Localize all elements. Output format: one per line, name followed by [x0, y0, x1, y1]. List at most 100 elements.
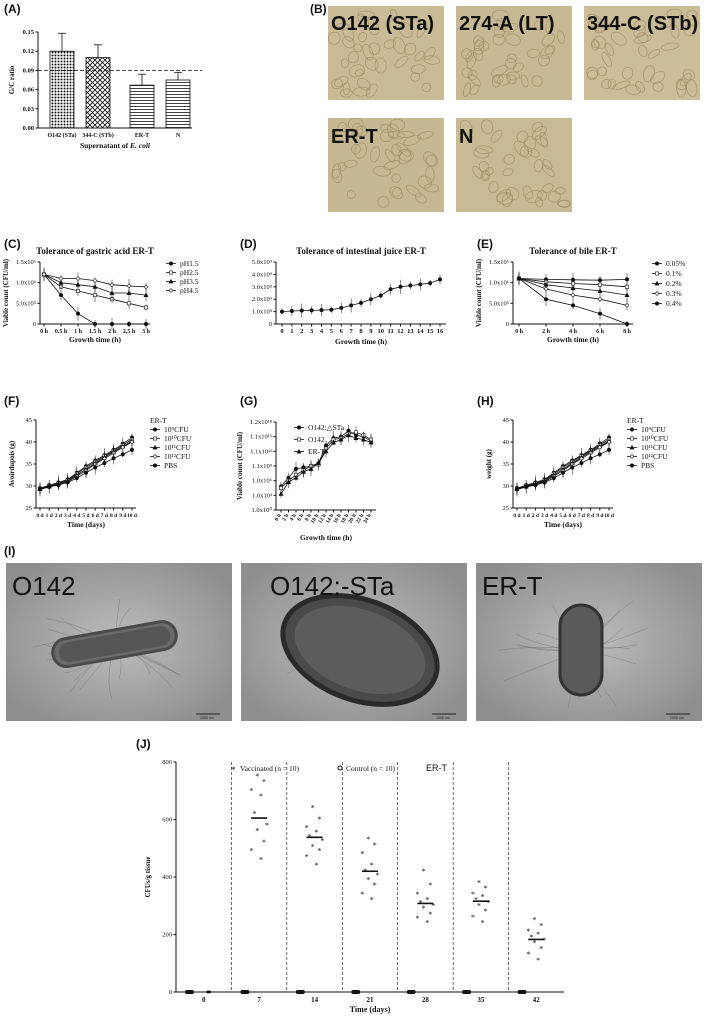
micrograph-cell: [625, 84, 641, 95]
data-point: [120, 444, 126, 450]
data-point: [571, 281, 575, 286]
micrograph-cell: [463, 82, 471, 98]
micrograph-cell: [347, 51, 359, 64]
legend-label: 10¹⁰CFU: [641, 434, 669, 443]
micrograph-cell: [332, 163, 341, 179]
micrograph-cell: [346, 190, 356, 199]
micrograph-cell: [683, 24, 697, 37]
data-point: [598, 282, 602, 287]
micrograph-cell: [340, 58, 349, 69]
micrograph-cell: [405, 184, 422, 198]
micrograph-cell: [410, 64, 426, 75]
micrograph-cell: [403, 134, 421, 146]
vaccinated-point: *: [529, 933, 533, 942]
x-axis-label: Growth time (h): [300, 533, 352, 542]
legend-label: 0.2%: [666, 279, 682, 288]
micrograph-cell: [513, 140, 529, 157]
charts-layer: 0.00 0.03 0.06 0.09 0.12 0.15 G/C ratio O142 (S…: [2, 29, 685, 1014]
vaccinated-point: *: [314, 861, 318, 870]
legend-title: ER-T: [627, 416, 644, 425]
micrograph-panel-b: O142 (STa) 274-A (LT) 344-C (STb) ER-T N: [328, 6, 700, 212]
data-point: [408, 283, 413, 288]
legend-label: 0.1%: [666, 269, 682, 278]
x-tick-label: 16: [437, 328, 444, 335]
legend-label: 0.05%: [666, 259, 685, 268]
vaccinated-point: *: [314, 828, 318, 837]
y-tick-label: 800: [162, 759, 172, 766]
micrograph-cell: [387, 123, 400, 139]
vaccinated-point: *: [259, 855, 263, 864]
x-axis-label: Growth time (h): [335, 337, 387, 346]
micrograph-cell: [404, 42, 417, 56]
chart-d: 0 1.0x10⁹ 2.0x10⁹ 3.0x10⁹ 4.0x10⁹ 5.0x10⁹ Grow…: [252, 246, 446, 346]
y-tick-label: 1.0x10⁶: [16, 280, 36, 287]
y-tick-label: 40: [26, 439, 33, 446]
micrograph-label-344c: 344-C (STb): [587, 13, 698, 35]
data-point: [597, 288, 603, 293]
micrograph-cell: [352, 122, 363, 138]
vaccinated-point: *: [536, 956, 540, 965]
micrograph-cell: [385, 149, 396, 163]
vaccinated-point: *: [532, 939, 536, 948]
panel-label-j: (J): [136, 737, 151, 751]
micrograph-cell: [594, 23, 611, 34]
micrograph-cell: [547, 190, 561, 203]
vaccinated-point: *: [431, 901, 435, 910]
micrograph-cell: [544, 45, 556, 55]
vaccinated-point: *: [425, 919, 429, 928]
vaccinated-point: *: [542, 936, 546, 945]
micrograph-cell: [488, 181, 499, 194]
y-tick-label: 1.0x10⁰: [252, 506, 273, 514]
micrograph-cell: [497, 74, 511, 86]
chart-title: Tolerance of bile ER-T: [529, 246, 616, 256]
vaccinated-point: *: [305, 824, 309, 833]
data-point: [514, 487, 519, 492]
micrograph-cell: [466, 52, 477, 70]
y-tick-label: 0.00: [23, 125, 34, 132]
data-point: [92, 278, 98, 284]
bar: [129, 84, 155, 129]
legend-marker: [153, 427, 158, 432]
micrograph-cell: [523, 135, 536, 152]
micrograph-cell: [586, 66, 599, 79]
data-point: [624, 321, 629, 326]
vaccinated-point: *: [416, 890, 420, 899]
micrograph-cell: [459, 119, 473, 138]
data-point: [58, 293, 63, 298]
micrograph-cell: [389, 186, 403, 200]
micrograph-cell: [424, 46, 436, 60]
x-tick-label: 11: [388, 328, 394, 335]
vaccinated-point: [206, 990, 209, 994]
data-point: [388, 287, 393, 292]
vaccinated-point: *: [474, 896, 478, 905]
legend-label: O142:△STa: [308, 423, 345, 432]
micrograph-cell: [512, 62, 524, 73]
y-tick-label: 5.0x10⁵: [16, 300, 36, 307]
data-point: [93, 293, 97, 297]
data-point: [93, 465, 98, 470]
x-tick-label: 13: [407, 328, 414, 335]
micrograph-cell: [491, 65, 508, 77]
data-point: [542, 480, 547, 485]
micrograph-cell: [353, 43, 363, 53]
data-point: [358, 300, 363, 305]
chart-title: Tolerance of intestinal juice ER-T: [296, 246, 426, 256]
y-tick-label: 0: [33, 321, 36, 328]
chart-j: 0 200 400 600 800 CFUs/g tissue Time (days) 0 7 *…: [144, 759, 564, 1014]
em-scale-text-o142: 2000 nm: [200, 716, 214, 720]
em-scale-text-o142-sta: 1000 nm: [436, 716, 450, 720]
data-point: [354, 430, 358, 435]
y-tick-label: 25: [26, 505, 33, 512]
data-point: [339, 305, 344, 310]
micrograph-cell: [391, 173, 401, 183]
micrograph-label-ert: ER-T: [331, 126, 378, 148]
micrograph-cell: [531, 125, 547, 141]
micrograph-cell: [587, 13, 602, 25]
micrograph-cell: [633, 19, 647, 31]
x-axis-label-plain: Supernatant of: [80, 141, 130, 150]
x-tick-label: 0 h: [515, 329, 524, 335]
micrograph-cell: [423, 183, 440, 193]
micrograph-cell: [533, 159, 544, 173]
data-point: [120, 452, 125, 457]
chart-g: 1.0x10⁰ 1.0x10³ 1.0x10⁶ 1.1x10⁹ 1.1x10¹² 1.1x…: [236, 419, 376, 542]
